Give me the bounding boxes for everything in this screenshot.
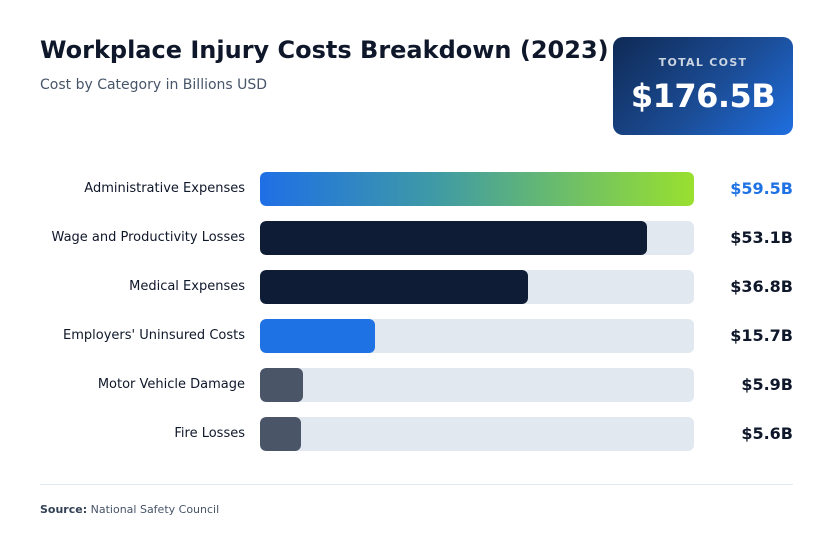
bar <box>260 417 301 451</box>
value-label: $36.8B <box>730 277 793 296</box>
bar <box>260 319 375 353</box>
bar-row: Motor Vehicle Damage $5.9B <box>0 368 835 402</box>
bar-track <box>260 319 694 353</box>
category-label: Motor Vehicle Damage <box>97 377 245 392</box>
value-label: $5.6B <box>741 424 793 443</box>
page-subtitle: Cost by Category in Billions USD <box>40 77 268 93</box>
bar-track <box>260 368 694 402</box>
category-label: Wage and Productivity Losses <box>51 230 245 245</box>
total-cost-value: $176.5B <box>630 77 776 115</box>
bar-row: Medical Expenses $36.8B <box>0 270 835 304</box>
value-label: $59.5B <box>730 179 793 198</box>
category-label: Administrative Expenses <box>84 181 245 196</box>
bar <box>260 172 694 206</box>
category-label: Medical Expenses <box>129 279 245 294</box>
bar-row: Employers' Uninsured Costs $15.7B <box>0 319 835 353</box>
value-label: $15.7B <box>730 326 793 345</box>
bar <box>260 221 647 255</box>
bar-track <box>260 172 694 206</box>
bar-track <box>260 270 694 304</box>
total-cost-label: TOTAL COST <box>658 56 748 69</box>
category-label: Employers' Uninsured Costs <box>63 328 245 343</box>
bar-row: Fire Losses $5.6B <box>0 417 835 451</box>
source-note: Source: National Safety Council <box>40 503 219 516</box>
bar-row: Wage and Productivity Losses $53.1B <box>0 221 835 255</box>
bar <box>260 270 528 304</box>
page-title: Workplace Injury Costs Breakdown (2023) <box>40 36 609 64</box>
value-label: $53.1B <box>730 228 793 247</box>
value-label: $5.9B <box>741 375 793 394</box>
bar-track <box>260 221 694 255</box>
bar-row: Administrative Expenses $59.5B <box>0 172 835 206</box>
source-text: National Safety Council <box>90 503 220 516</box>
source-label: Source: <box>40 503 88 516</box>
bar-track <box>260 417 694 451</box>
bar <box>260 368 303 402</box>
footer-divider <box>40 484 793 485</box>
category-label: Fire Losses <box>174 426 245 441</box>
total-cost-card: TOTAL COST $176.5B <box>613 37 793 135</box>
